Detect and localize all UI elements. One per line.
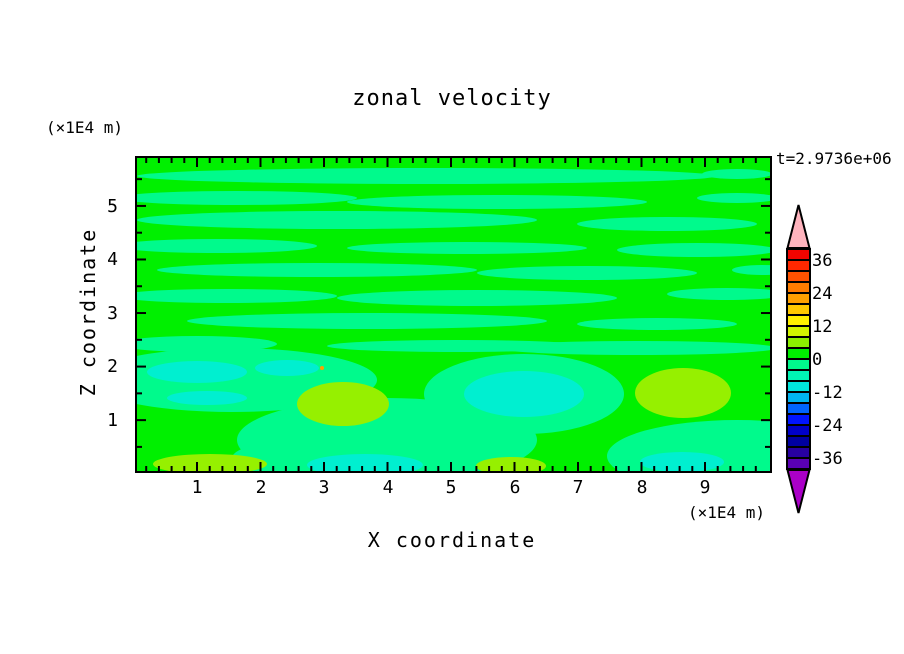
x-tick-label-6: 6 [509, 477, 521, 498]
x-tick-label-8: 8 [636, 477, 648, 498]
colorbar-cell [788, 261, 809, 272]
colorbar-cell [788, 459, 809, 468]
y-axis-title: Z coordinate [76, 227, 100, 397]
colorbar-cell [788, 316, 809, 327]
colorbar-label-24: 24 [812, 284, 833, 304]
x-tick-label-2: 2 [255, 477, 267, 498]
x-axis-units-label: (×1E4 m) [688, 503, 766, 522]
y-axis-units-label: (×1E4 m) [46, 118, 124, 137]
orange-speck [320, 366, 324, 370]
colorbar-label-12: 12 [812, 317, 833, 337]
y-tick-label-5: 5 [107, 196, 118, 217]
colorbar-cell [788, 382, 809, 393]
colorbar-label-0: 0 [812, 350, 823, 370]
contour-plot-area [135, 156, 772, 473]
colorbar-cell [788, 360, 809, 371]
y-tick-label-4: 4 [107, 249, 118, 270]
x-tick-label-3: 3 [318, 477, 330, 498]
x-tick-label-9: 9 [699, 477, 711, 498]
x-tick-label-5: 5 [445, 477, 457, 498]
colorbar-cell [788, 349, 809, 360]
colorbar-cell [788, 338, 809, 349]
colorbar-cell [788, 426, 809, 437]
colorbar-cell [788, 448, 809, 459]
colorbar [786, 248, 811, 470]
colorbar-cell [788, 272, 809, 283]
chart-title: zonal velocity [352, 86, 552, 111]
colorbar-cell [788, 404, 809, 415]
colorbar-label-minus24: -24 [812, 416, 843, 436]
colorbar-cell [788, 250, 809, 261]
colorbar-cell [788, 305, 809, 316]
colorbar-label-36: 36 [812, 251, 833, 271]
y-tick-label-1: 1 [107, 410, 118, 431]
x-axis-title: X coordinate [367, 528, 537, 552]
x-tick-label-4: 4 [382, 477, 394, 498]
colorbar-cell [788, 283, 809, 294]
x-tick-label-7: 7 [572, 477, 584, 498]
y-tick-label-3: 3 [107, 303, 118, 324]
colorbar-cell [788, 415, 809, 426]
colorbar-cell [788, 294, 809, 305]
colorbar-cell [788, 393, 809, 404]
stronger-negative-regions [147, 360, 724, 471]
colorbar-cell [788, 437, 809, 448]
y-tick-label-2: 2 [107, 356, 118, 377]
colorbar-label-minus36: -36 [812, 449, 843, 469]
colorbar-cell [788, 371, 809, 382]
axis-ticks [137, 158, 770, 471]
colorbar-top-arrow [786, 204, 811, 249]
colorbar-cell [788, 327, 809, 338]
positive-anomaly-regions [153, 368, 731, 471]
contour-field [137, 158, 770, 471]
time-annotation: t=2.9736e+06 [776, 149, 892, 168]
negative-anomaly-regions [137, 168, 770, 471]
colorbar-label-minus12: -12 [812, 383, 843, 403]
x-tick-label-1: 1 [191, 477, 203, 498]
colorbar-bottom-arrow [786, 469, 811, 514]
